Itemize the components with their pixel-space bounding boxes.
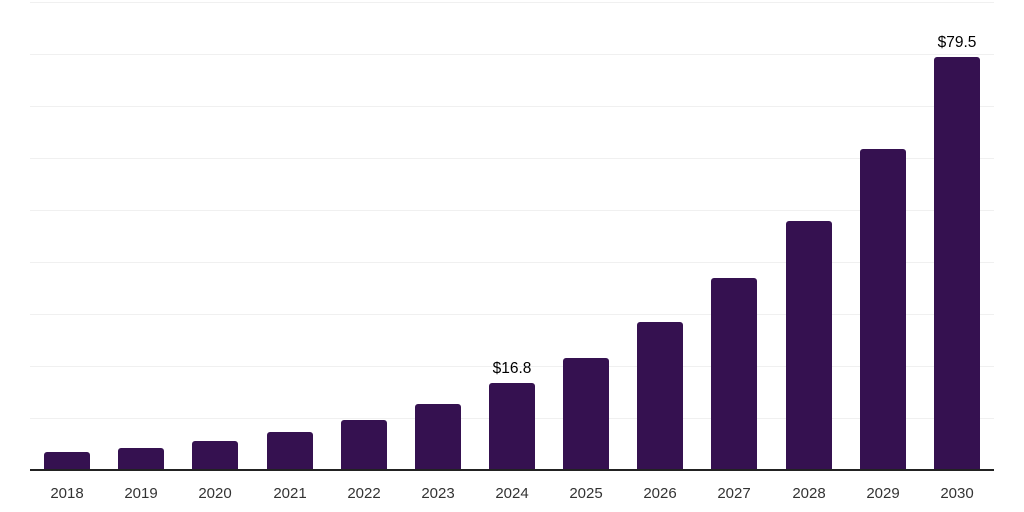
bar-2025 [563, 358, 609, 470]
bar-2018 [44, 452, 90, 470]
bar-2023 [415, 404, 461, 470]
x-tick-label-2025: 2025 [569, 485, 603, 502]
bar-2028 [786, 221, 832, 470]
gridline [30, 262, 994, 263]
bar-2019 [118, 448, 164, 470]
x-tick-label-2018: 2018 [50, 485, 84, 502]
x-tick-label-2024: 2024 [495, 485, 529, 502]
x-tick-label-2027: 2027 [717, 485, 751, 502]
x-tick-label-2026: 2026 [643, 485, 677, 502]
x-axis-line [30, 469, 994, 471]
gridline [30, 2, 994, 3]
gridline [30, 158, 994, 159]
bar-2026 [637, 322, 683, 470]
bar-2027 [711, 278, 757, 470]
gridline [30, 314, 994, 315]
data-label-2030: $79.5 [937, 34, 977, 51]
gridline [30, 54, 994, 55]
bar-2029 [860, 149, 906, 470]
bar-2021 [267, 432, 313, 470]
x-tick-label-2023: 2023 [421, 485, 455, 502]
bar-2020 [192, 441, 238, 470]
bar-2022 [341, 420, 387, 470]
bar-2024 [489, 383, 535, 470]
x-tick-label-2020: 2020 [198, 485, 232, 502]
data-label-2024: $16.8 [492, 360, 532, 377]
x-tick-label-2021: 2021 [273, 485, 307, 502]
x-tick-label-2028: 2028 [792, 485, 826, 502]
bar-2030 [934, 57, 980, 470]
x-tick-label-2029: 2029 [866, 485, 900, 502]
gridline [30, 366, 994, 367]
gridline [30, 106, 994, 107]
x-tick-label-2022: 2022 [347, 485, 381, 502]
gridline [30, 210, 994, 211]
x-tick-label-2030: 2030 [940, 485, 974, 502]
x-tick-label-2019: 2019 [124, 485, 158, 502]
